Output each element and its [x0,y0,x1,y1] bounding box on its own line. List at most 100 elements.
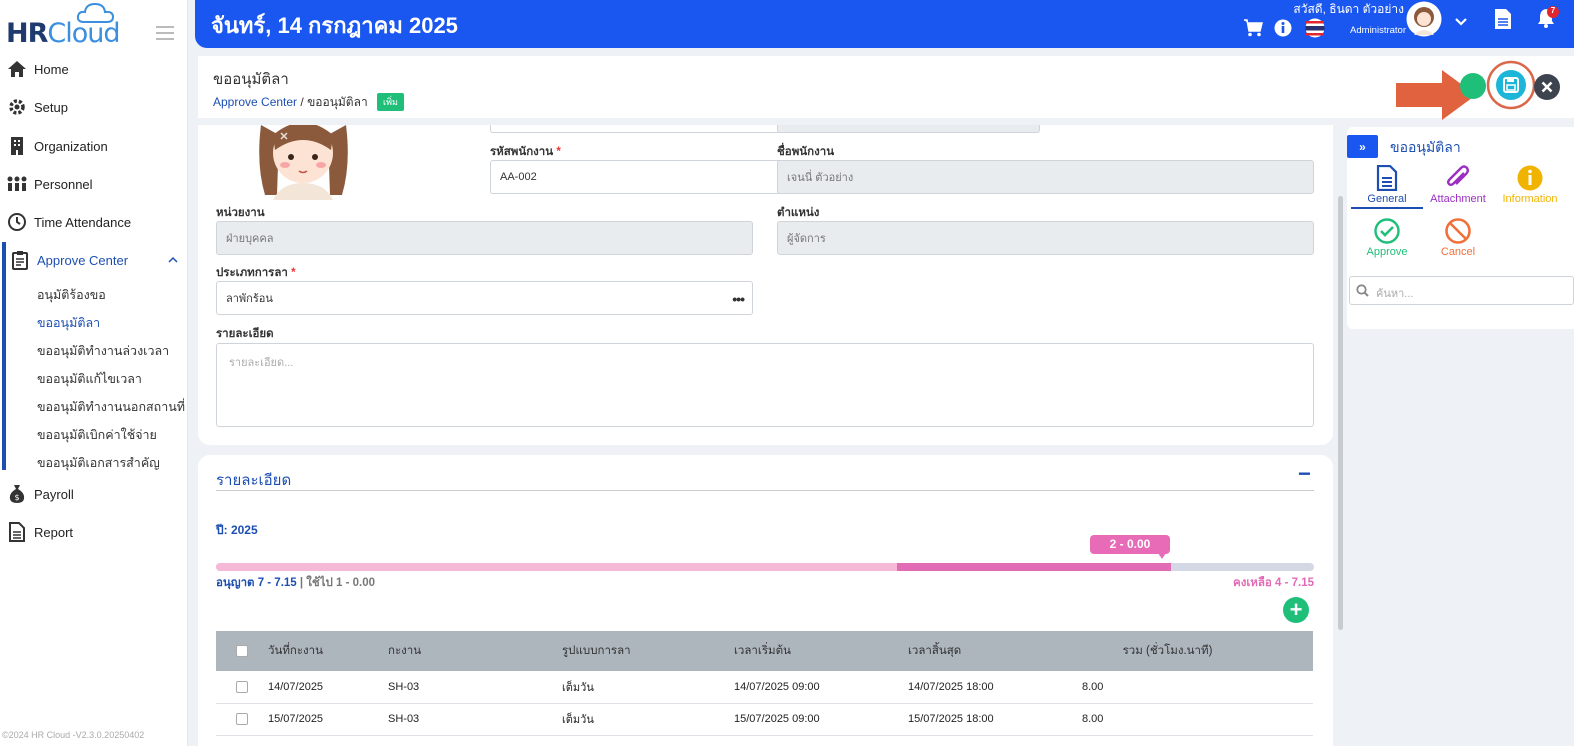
column-header[interactable]: รูปแบบการลา [562,631,734,671]
sidebar-item-personnel[interactable]: Personnel [0,165,188,203]
sidebar-subitem-offsite-work[interactable]: ขออนุมัติทำงานนอกสถานที่ [37,400,186,414]
leave-type-lookup-button[interactable]: ••• [732,291,745,307]
cell-type: เต็มวัน [562,671,734,704]
cancel-label: Cancel [1440,246,1476,258]
search-icon [1356,284,1369,300]
user-role: Administrator [1350,25,1406,36]
mode-badge: เพิ่ม [377,93,404,111]
allowed-summary: อนุญาต 7 - 7.15 | ใช้ไป 1 - 0.00 [216,577,375,589]
sidebar-item-setup[interactable]: Setup [0,88,188,126]
table-row[interactable]: 14/07/2025 SH-03 เต็มวัน 14/07/2025 09:0… [216,671,1313,704]
employee-photo [251,125,356,200]
collapse-button[interactable]: − [1298,461,1311,486]
sidebar-item-label: Organization [34,138,108,154]
document-icon [1376,165,1398,191]
employee-code-value: AA-002 [500,171,537,183]
tab-general[interactable]: General [1351,165,1423,209]
breadcrumb-current: ขออนุมัติลา [307,95,368,109]
scrollbar[interactable] [1338,196,1343,630]
panel-search-input[interactable]: ค้นหา... [1349,276,1574,305]
top-header: จันทร์, 14 กรกฎาคม 2025 สวัสดี, ธินดา ตั… [195,0,1574,48]
leave-form-card: รหัสพนักงาน * AA-002 ••• ชื่อพนักงาน เจน… [198,125,1333,445]
cell-end: 14/07/2025 18:00 [908,671,1082,704]
sidebar-item-time-attendance[interactable]: Time Attendance [0,203,188,241]
document-icon [0,522,34,542]
close-button[interactable] [1534,74,1560,103]
cell-date: 14/07/2025 [268,671,388,704]
money-bag-icon: $ [0,484,34,504]
panel-title: ขออนุมัติลา [1390,139,1461,155]
cancel-button[interactable]: Cancel [1422,218,1494,258]
detail-textarea[interactable]: รายละเอียด... [216,343,1314,427]
sidebar-subitem-leave-request[interactable]: ขออนุมัติลา [37,316,101,330]
green-action-button[interactable] [1460,72,1486,103]
sidebar-item-payroll[interactable]: $ Payroll [0,475,188,513]
building-icon [0,136,34,156]
menu-toggle-icon[interactable] [156,26,174,40]
breadcrumb-link-approve-center[interactable]: Approve Center [213,95,298,109]
sidebar-subitem-approve-requests[interactable]: อนุมัติร้องขอ [37,288,106,302]
leave-type-field[interactable]: ลาพักร้อน ••• [216,281,753,315]
usage-tooltip: 2 - 0.00 [1090,535,1170,559]
row-checkbox[interactable] [236,680,248,693]
position-label: ตำแหน่ง [777,207,820,219]
chevron-down-icon[interactable] [1455,14,1467,29]
column-header[interactable]: เวลาเริ่มต้น [734,631,908,671]
row-checkbox[interactable] [236,713,248,726]
hrcloud-logo[interactable]: HRCloud [6,2,126,49]
avatar[interactable] [1406,1,1442,40]
clipboard-icon [3,250,37,270]
sidebar-item-home[interactable]: Home [0,50,188,88]
sidebar-subitem-time-correction[interactable]: ขออนุมัติแก้ไขเวลา [37,372,142,386]
column-header[interactable]: กะงาน [388,631,562,671]
column-header[interactable]: รวม (ชั่วโมง.นาที) [1082,631,1313,671]
divider [216,490,1314,491]
sidebar-subitem-overtime-request[interactable]: ขออนุมัติทำงานล่วงเวลา [37,344,170,358]
select-all-checkbox[interactable] [236,644,248,657]
sidebar-item-label: Time Attendance [34,214,132,230]
sidebar-subitem-expense-claim[interactable]: ขออนุมัติเบิกค่าใช้จ่าย [37,428,157,442]
sidebar-item-organization[interactable]: Organization [0,127,188,165]
notification-count: 7 [1550,6,1556,15]
sidebar-item-label: Approve Center [37,252,129,268]
leave-days-table: วันที่กะงาน กะงาน รูปแบบการลา เวลาเริ่มต… [216,631,1313,736]
detail-label: รายละเอียด [216,328,274,340]
active-tab-underline [1351,207,1423,209]
cell-type: เต็มวัน [562,703,734,736]
employee-code-label: รหัสพนักงาน * [490,146,561,158]
bell-icon[interactable] [1535,6,1559,33]
panel-toggle-button[interactable]: » [1347,135,1378,158]
chevron-up-icon[interactable] [168,252,178,267]
cell-end: 15/07/2025 18:00 [908,703,1082,736]
cloud-icon [76,2,115,23]
cart-icon[interactable] [1243,19,1263,40]
sidebar-item-approve-center[interactable]: Approve Center [0,241,188,279]
logo-cloud-text: Cloud [47,18,120,49]
approve-label: Approve [1366,246,1408,258]
tab-attachment-label: Attachment [1430,193,1486,205]
add-row-button[interactable]: + [1283,597,1309,623]
employee-name-field: เจนนี่ ตัวอย่าง [777,160,1314,194]
thai-flag-icon[interactable] [1305,18,1325,41]
info-icon[interactable] [1274,19,1292,40]
sidebar-item-report[interactable]: Report [0,513,188,551]
approve-button[interactable]: Approve [1351,218,1423,258]
sidebar-subitem-document-request[interactable]: ขออนุมัติเอกสารสำคัญ [37,456,160,470]
ban-icon [1445,218,1471,244]
save-button[interactable] [1486,60,1536,113]
tab-information-label: Information [1502,193,1558,205]
cell-shift: SH-03 [388,703,562,736]
column-header[interactable]: เวลาสิ้นสุด [908,631,1082,671]
breadcrumb-separator: / [300,95,304,109]
department-field: ฝ่ายบุคคล [216,221,753,255]
table-header-row: วันที่กะงาน กะงาน รูปแบบการลา เวลาเริ่มต… [216,631,1313,671]
sidebar-item-label: Home [34,61,69,77]
tab-attachment[interactable]: Attachment [1422,165,1494,205]
logo-hr-text: HR [6,18,48,49]
document-icon[interactable] [1494,8,1512,33]
column-header[interactable]: วันที่กะงาน [268,631,388,671]
tab-information[interactable]: Information [1494,165,1566,205]
cell-start: 14/07/2025 09:00 [734,671,908,704]
table-row[interactable]: 15/07/2025 SH-03 เต็มวัน 15/07/2025 09:0… [216,703,1313,736]
leave-type-value: ลาพักร้อน [226,293,273,305]
